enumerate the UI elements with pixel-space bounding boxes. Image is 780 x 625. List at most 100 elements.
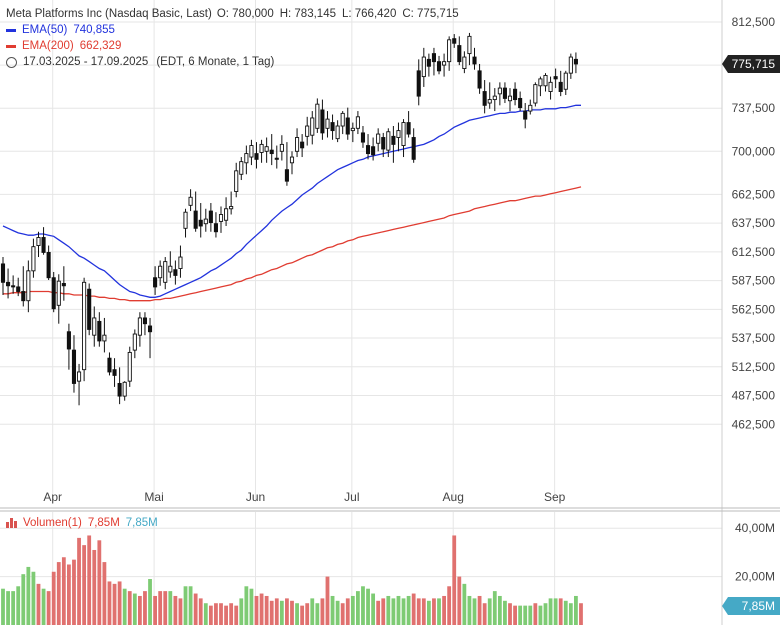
candle bbox=[87, 283, 92, 336]
volume-bar bbox=[61, 557, 66, 625]
candle-body bbox=[46, 251, 51, 279]
candle-body bbox=[147, 325, 153, 333]
candle-body bbox=[411, 137, 416, 160]
volume-bar bbox=[574, 595, 578, 625]
month-label: Sep bbox=[544, 490, 566, 504]
candle-body bbox=[573, 58, 578, 65]
candle bbox=[538, 76, 543, 97]
candle bbox=[406, 111, 411, 138]
last-price-badge bbox=[722, 54, 780, 73]
candle-body bbox=[442, 61, 447, 66]
candle bbox=[41, 227, 46, 255]
price-tick-label: 737,500 bbox=[732, 101, 776, 115]
open-value: O: 780,000 bbox=[216, 8, 274, 20]
volume-bar bbox=[97, 540, 102, 625]
candle bbox=[305, 116, 310, 146]
volume-bar bbox=[72, 559, 76, 625]
price-tick-label: 612,500 bbox=[732, 245, 776, 259]
volume-bar bbox=[183, 586, 188, 625]
volume-bar bbox=[330, 595, 335, 625]
ema50-series bbox=[2, 104, 581, 298]
volume-tick-label: 20,00M bbox=[735, 570, 775, 584]
volume-bar bbox=[350, 595, 355, 625]
volume-bar bbox=[548, 598, 553, 625]
candle bbox=[142, 312, 148, 336]
volume-bar bbox=[467, 595, 472, 625]
candle bbox=[436, 55, 442, 75]
volume-bar bbox=[102, 562, 107, 625]
candle-body bbox=[122, 381, 127, 397]
candle-body bbox=[401, 122, 406, 146]
instrument-line: Meta Platforms Inc (Nasdaq Basic, Last) … bbox=[6, 6, 459, 22]
candle-body bbox=[345, 117, 350, 135]
volume-bar bbox=[188, 586, 193, 625]
volume-bar bbox=[391, 598, 396, 625]
candle-body bbox=[360, 132, 366, 143]
volume-bar bbox=[411, 593, 416, 625]
candle-body bbox=[102, 334, 107, 342]
volume-bar bbox=[538, 605, 543, 625]
volume-bar bbox=[558, 598, 563, 625]
price-tick-label: 587,500 bbox=[732, 274, 776, 288]
volume-bar bbox=[356, 591, 360, 625]
candle bbox=[386, 128, 391, 158]
candle-body bbox=[198, 219, 203, 227]
candle bbox=[0, 257, 6, 295]
candle bbox=[477, 63, 482, 94]
candle-body bbox=[107, 357, 112, 373]
candle-body bbox=[300, 141, 305, 149]
volume-bar bbox=[173, 595, 178, 625]
ema50-value: 740,855 bbox=[73, 24, 115, 36]
ema200-legend[interactable]: EMA(200) 662,329 bbox=[6, 38, 459, 54]
candle bbox=[518, 91, 523, 112]
volume-bar bbox=[579, 603, 583, 625]
candle bbox=[365, 134, 371, 160]
ema50-legend[interactable]: EMA(50) 740,855 bbox=[6, 22, 459, 38]
volume-bar bbox=[264, 595, 269, 625]
candle bbox=[295, 128, 300, 158]
volume-bar bbox=[432, 598, 436, 625]
candle-body bbox=[386, 131, 391, 151]
candle-body bbox=[289, 156, 295, 164]
candle bbox=[289, 151, 295, 175]
candle bbox=[507, 88, 513, 112]
volume-value-blue: 7,85M bbox=[125, 517, 158, 529]
volume-bar bbox=[112, 583, 117, 625]
candle-body bbox=[305, 125, 310, 137]
candle-body bbox=[254, 153, 259, 160]
candle-body bbox=[426, 58, 431, 67]
volume-bar bbox=[528, 605, 533, 625]
candle bbox=[153, 266, 158, 295]
candle-body bbox=[315, 103, 320, 129]
candle-body bbox=[178, 256, 183, 269]
candle-body bbox=[117, 383, 122, 397]
ema200-value: 662,329 bbox=[79, 40, 122, 52]
ema200-swatch bbox=[6, 44, 16, 48]
candle bbox=[198, 203, 203, 238]
candle bbox=[543, 73, 548, 92]
candle-body bbox=[269, 149, 274, 155]
volume-bar bbox=[148, 579, 152, 625]
candle bbox=[523, 103, 528, 129]
volume-bar bbox=[254, 595, 259, 625]
candle bbox=[401, 119, 406, 158]
price-tick-label: 487,500 bbox=[732, 389, 776, 403]
candle-body bbox=[31, 246, 36, 272]
candle-body bbox=[21, 291, 26, 302]
volume-bar bbox=[107, 581, 112, 625]
candle-body bbox=[36, 237, 41, 246]
candle bbox=[371, 137, 376, 161]
volume-bar bbox=[361, 586, 365, 625]
candle-body bbox=[193, 210, 198, 229]
candle-body bbox=[76, 371, 82, 382]
candle-body bbox=[528, 104, 533, 112]
price-tick-label: 562,500 bbox=[732, 302, 776, 316]
candle-body bbox=[436, 61, 442, 72]
candle-body bbox=[6, 281, 11, 287]
candle-body bbox=[16, 286, 21, 292]
candle bbox=[11, 275, 16, 294]
last-price-label: 775,715 bbox=[732, 57, 776, 71]
candle bbox=[279, 135, 284, 161]
candle bbox=[218, 206, 224, 233]
